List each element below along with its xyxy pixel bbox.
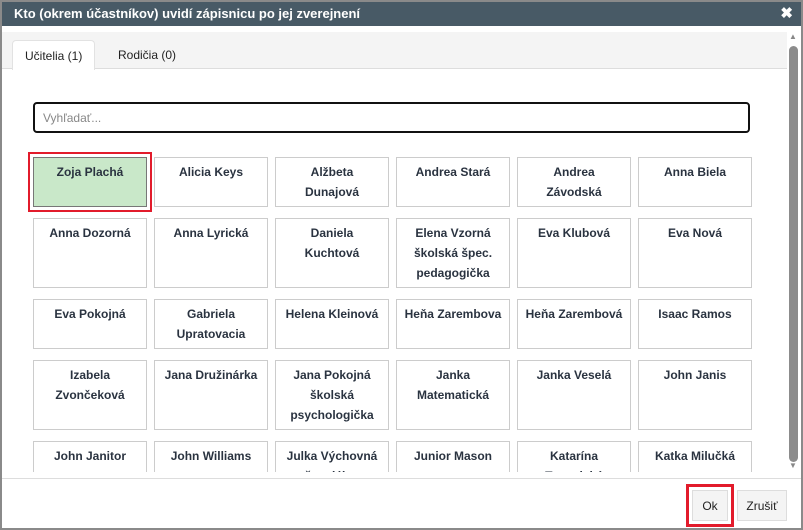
person-item[interactable]: Helena Kleinová (275, 299, 389, 349)
person-item[interactable]: Heňa Zarembova (396, 299, 510, 349)
person-item[interactable]: Heňa Zarembová (517, 299, 631, 349)
tab-parents[interactable]: Rodičia (0) (118, 48, 177, 62)
person-item[interactable]: Eva Pokojná (33, 299, 147, 349)
people-grid: Zoja Plachá Alicia Keys Alžbeta Dunajová An… (28, 152, 753, 472)
close-icon[interactable]: ✖ (780, 5, 793, 22)
dialog-footer: Ok Zrušiť (2, 478, 801, 528)
person-item[interactable]: Julka Výchovná špeciálna (275, 441, 389, 472)
person-item[interactable]: Eva Nová (638, 218, 752, 288)
person-item[interactable]: Gabriela Upratovacia (154, 299, 268, 349)
person-item[interactable]: Jana Družinárka (154, 360, 268, 430)
scroll-down-icon[interactable]: ▼ (789, 461, 797, 470)
person-item[interactable]: Daniela Kuchtová (275, 218, 389, 288)
person-item[interactable]: John Williams (154, 441, 268, 472)
dialog-body: Učitelia (1) Rodičia (0) Zoja PlacháAlic… (2, 32, 787, 472)
tab-bar: Učitelia (1) Rodičia (0) (2, 32, 787, 70)
dialog-titlebar: Kto (okrem účastníkov) uvidí zápisnicu p… (2, 2, 801, 26)
person-item[interactable]: Janka Veselá (517, 360, 631, 430)
person-item[interactable]: Andrea Závodská (517, 157, 631, 207)
scrollbar-thumb[interactable] (789, 46, 798, 462)
person-item[interactable]: Anna Dozorná (33, 218, 147, 288)
person-item[interactable]: Zoja Plachá (28, 152, 152, 212)
search-input[interactable] (33, 102, 750, 133)
cancel-button[interactable]: Zrušiť (737, 490, 787, 521)
person-item[interactable]: Eva Klubová (517, 218, 631, 288)
person-item[interactable]: Katka Milučká (638, 441, 752, 472)
person-item[interactable]: Anna Biela (638, 157, 752, 207)
person-item[interactable]: Alicia Keys (154, 157, 268, 207)
person-item[interactable]: Janka Matematická (396, 360, 510, 430)
person-item[interactable]: Katarína Tematická (517, 441, 631, 472)
dialog-title: Kto (okrem účastníkov) uvidí zápisnicu p… (14, 6, 361, 21)
person-item[interactable]: Andrea Stará (396, 157, 510, 207)
person-item[interactable]: Elena Vzorná školská špec. pedagogička (396, 218, 510, 288)
person-item[interactable]: Anna Lyrická (154, 218, 268, 288)
person-item[interactable]: Izabela Zvončeková (33, 360, 147, 430)
scroll-up-icon[interactable]: ▲ (789, 32, 797, 41)
person-item[interactable]: Junior Mason (396, 441, 510, 472)
person-item[interactable]: Jana Pokojná školská psychologička (275, 360, 389, 430)
person-item[interactable]: John Janitor (33, 441, 147, 472)
ok-button[interactable]: Ok (686, 484, 734, 527)
person-item[interactable]: John Janis (638, 360, 752, 430)
person-item[interactable]: Isaac Ramos (638, 299, 752, 349)
person-item[interactable]: Alžbeta Dunajová (275, 157, 389, 207)
scrollbar[interactable]: ▲ ▼ (787, 32, 799, 472)
tab-teachers[interactable]: Učitelia (1) (12, 40, 96, 70)
